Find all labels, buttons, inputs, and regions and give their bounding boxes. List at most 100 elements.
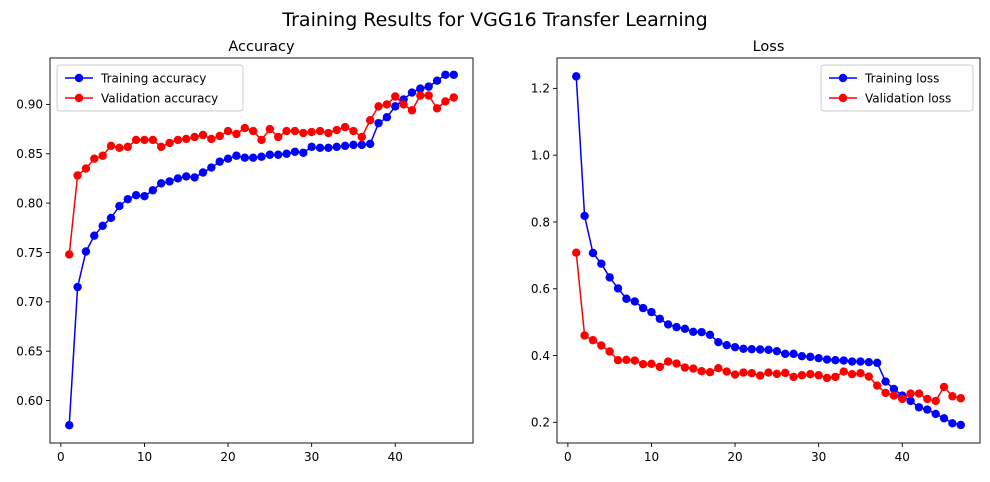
loss-series-0-point — [722, 340, 731, 350]
accuracy-title: Accuracy — [228, 39, 295, 55]
accuracy-series-0-point — [223, 154, 233, 163]
loss-series-1-point — [739, 368, 748, 377]
accuracy-series-0-point — [165, 177, 174, 186]
loss-series-1-point — [831, 372, 840, 382]
accuracy-series-0-point — [190, 173, 199, 182]
loss-series-1-point — [689, 364, 698, 373]
accuracy-series-0-point — [365, 139, 375, 149]
loss-series-0-point — [948, 419, 957, 428]
loss-series-0-point — [638, 303, 648, 313]
loss-series-0-point — [613, 284, 623, 293]
accuracy-series-1-point — [416, 91, 425, 100]
loss-series-0-point — [672, 322, 681, 332]
loss-series-1-point — [822, 373, 832, 383]
accuracy-series-0-point — [391, 102, 400, 111]
accuracy-series-0-point — [332, 142, 341, 152]
accuracy-series-0-point — [207, 163, 216, 172]
accuracy-series-0-point — [156, 179, 166, 188]
loss-series-0-point — [872, 358, 882, 368]
accuracy-series-0-point — [98, 221, 107, 231]
loss-series-0-point — [789, 349, 798, 359]
accuracy-series-0-point — [248, 153, 258, 162]
accuracy-legend-label: Training accuracy — [100, 71, 206, 85]
loss-series-0-point — [622, 294, 631, 303]
loss-series-0-point — [597, 259, 606, 268]
loss-series-0-point — [906, 396, 915, 406]
loss-legend: Training loss Validation loss — [820, 64, 974, 112]
loss-y-tick-label: 1.2 — [531, 82, 550, 96]
loss-series-1-point — [680, 363, 690, 372]
loss-series-1-point — [872, 381, 882, 390]
accuracy-series-0-point — [340, 141, 350, 151]
loss-series-0-point — [739, 344, 748, 354]
accuracy-legend-label: Validation accuracy — [101, 91, 218, 105]
accuracy-series-0-point — [382, 113, 392, 122]
accuracy-legend: Training accuracy Validation accuracy — [56, 64, 244, 112]
accuracy-y-tick-label: 0.80 — [16, 196, 43, 210]
accuracy-series-0-point — [324, 143, 333, 153]
accuracy-series-0-point — [148, 186, 158, 195]
accuracy-series-0-point — [315, 143, 325, 153]
accuracy-series-1-point — [282, 126, 291, 136]
accuracy-series-0-point — [257, 152, 266, 161]
loss-legend-marker — [838, 73, 848, 83]
loss-series-1-point — [597, 341, 606, 350]
loss-series-1-point — [638, 360, 648, 369]
accuracy-series-0-point — [90, 231, 99, 240]
loss-series-1-point — [889, 391, 899, 400]
loss-series-1-point — [672, 359, 681, 368]
accuracy-series-1-point — [290, 126, 300, 136]
accuracy-series-0-point — [374, 118, 383, 128]
loss-series-1-point — [914, 389, 924, 398]
loss-title: Loss — [753, 39, 785, 55]
loss-series-1-point — [797, 371, 807, 380]
accuracy-legend-marker — [74, 73, 84, 83]
loss-series-0-point — [680, 324, 690, 333]
accuracy-series-1-point — [156, 142, 166, 152]
loss-series-1-point — [705, 368, 715, 377]
loss-series-0-point — [864, 357, 874, 367]
loss-x-tick-label: 30 — [811, 450, 826, 464]
loss-series-0-point — [831, 355, 840, 365]
accuracy-series-1-point — [207, 134, 216, 144]
loss-series-1-point — [580, 331, 589, 340]
loss-legend-label: Training loss — [864, 71, 939, 85]
loss-series-1-point — [588, 335, 598, 345]
loss-series-0-point — [797, 351, 807, 361]
accuracy-legend-marker — [74, 93, 84, 103]
accuracy-series-1-point — [240, 123, 249, 133]
accuracy-series-1-point — [349, 126, 358, 136]
loss-series-0-point — [881, 377, 890, 386]
accuracy-series-1-point — [182, 134, 191, 144]
accuracy-series-1-point — [106, 141, 116, 151]
accuracy-series-1-point — [340, 122, 350, 132]
loss-series-1-point — [655, 362, 665, 372]
accuracy-x-tick-label: 0 — [57, 450, 65, 464]
loss-series-1-point — [613, 355, 623, 365]
loss-series-0-point — [772, 346, 782, 356]
loss-series-1-point — [747, 369, 756, 378]
accuracy-series-0-point — [106, 213, 116, 223]
accuracy-series-0-point — [424, 82, 433, 91]
accuracy-series-0-point — [407, 88, 417, 97]
loss-y-tick-label: 1.0 — [531, 148, 550, 162]
accuracy-series-0-point — [140, 192, 149, 201]
accuracy-series-1-point — [190, 132, 199, 142]
loss-series-1-point — [948, 392, 957, 401]
loss-series-1-point — [923, 394, 932, 404]
accuracy-chart: Accuracy 0 10 20 30 40 0.60 0.65 0.70 0.75 0.80 0.8… — [16, 39, 474, 464]
loss-series-1-point — [722, 367, 731, 376]
loss-series-0-point — [822, 355, 832, 364]
accuracy-y-tick-label: 0.70 — [16, 295, 43, 309]
loss-series-1-point — [622, 355, 631, 365]
loss-series-1-point — [697, 367, 706, 376]
accuracy-series-1-point — [90, 154, 99, 163]
accuracy-series-0-point — [232, 151, 241, 160]
accuracy-series-1-point — [81, 164, 91, 173]
accuracy-series-0-point — [449, 70, 458, 79]
loss-series-0-point — [714, 337, 723, 347]
loss-x-tick-label: 0 — [564, 450, 572, 464]
loss-series-1-point — [605, 347, 614, 356]
